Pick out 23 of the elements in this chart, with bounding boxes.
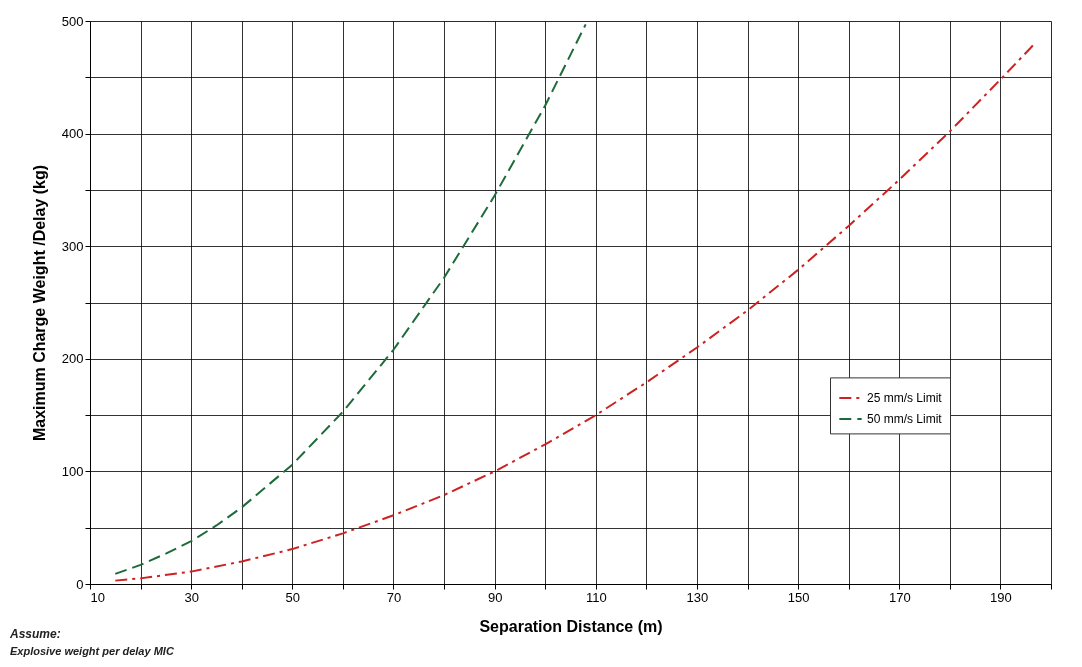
y-tick-label: 300 [61,238,84,254]
y-tick-label: 0 [76,576,84,592]
x-tick-label: 30 [184,589,199,605]
x-tick-label: 170 [888,589,911,605]
x-tick-label: 90 [487,589,503,605]
x-axis-title: Separation Distance (m) [479,617,663,635]
y-tick-label: 400 [61,126,84,142]
x-tick-label: 50 [285,589,301,605]
y-tick-label: 500 [61,13,84,29]
x-tick-label: 150 [787,589,810,605]
x-tick-label: 70 [386,589,402,605]
y-tick-label: 100 [61,463,84,479]
legend-label: 25 mm/s Limit [867,390,943,405]
y-tick-label: 200 [61,351,84,367]
x-tick-label: 130 [686,589,709,605]
line-series [114,23,587,575]
x-tick-label: 110 [585,589,607,605]
x-tick-label: 10 [90,589,105,605]
y-axis-title: Maximum Charge Weight /Delay (kg) [30,164,48,442]
text: Assume: [9,627,61,641]
legend-label: 50 mm/s Limit [867,411,943,426]
x-tick-label: 190 [990,589,1012,605]
text: Explosive weight per delay MIC [10,645,175,657]
